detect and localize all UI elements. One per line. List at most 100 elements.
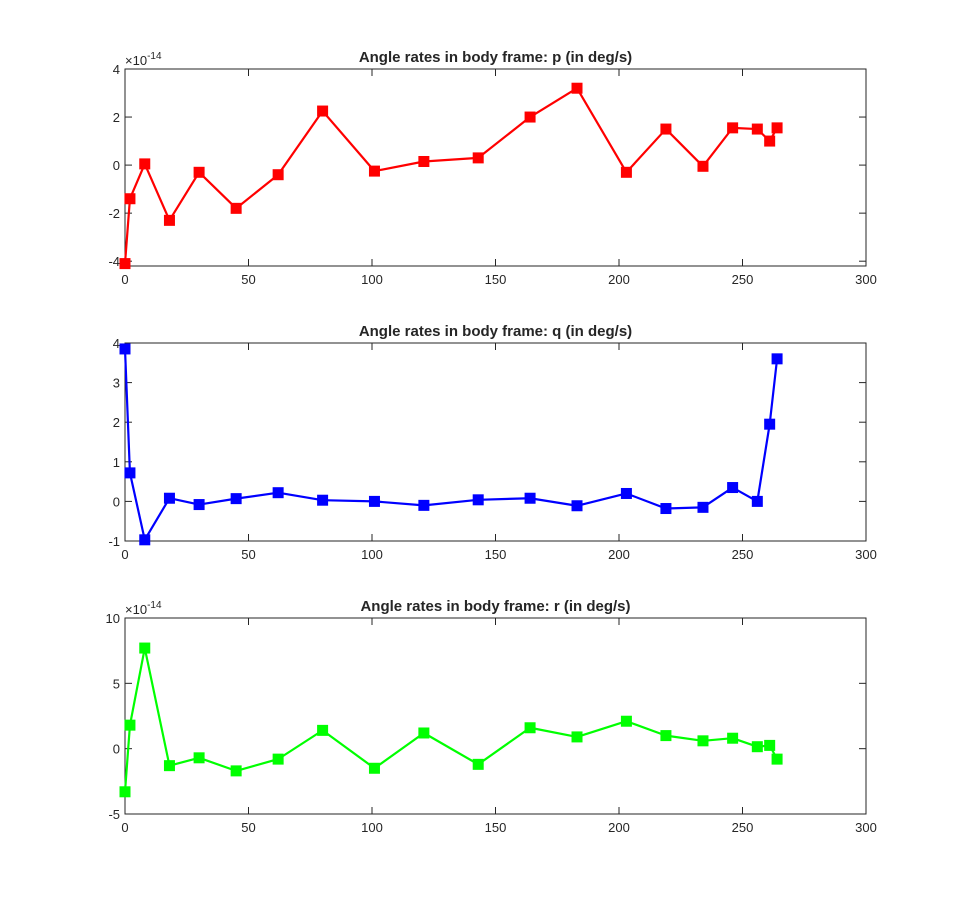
axes-box-r [124, 617, 867, 815]
data-point-p [620, 166, 632, 178]
data-point-p [771, 122, 783, 134]
data-point-r [571, 731, 583, 743]
y-tick-label-q: -1 [108, 534, 120, 549]
chart-title-q: Angle rates in body frame: q (in deg/s) [359, 323, 632, 340]
x-tick-label-r: 200 [608, 820, 630, 835]
exp-power-r: -14 [147, 600, 162, 611]
axes-box-q [124, 342, 867, 542]
data-point-r [139, 642, 151, 654]
x-tick-label-q: 250 [732, 547, 754, 562]
data-point-p [727, 122, 739, 134]
y-tick-label-r: 10 [106, 611, 120, 626]
data-point-p [751, 123, 763, 135]
data-point-q [751, 495, 763, 507]
data-point-p [660, 123, 672, 135]
data-point-p [317, 105, 329, 117]
data-point-r [317, 724, 329, 736]
x-tick-label-r: 150 [485, 820, 507, 835]
y-tick-label-q: 4 [113, 336, 120, 351]
data-point-q [472, 494, 484, 506]
data-point-q [771, 353, 783, 365]
x-tick-label-q: 100 [361, 547, 383, 562]
data-point-p [571, 82, 583, 94]
data-point-q [193, 499, 205, 511]
data-point-r [472, 758, 484, 770]
x-tick-label-p: 300 [855, 272, 877, 287]
x-tick-label-p: 0 [121, 272, 128, 287]
x-tick-label-r: 250 [732, 820, 754, 835]
x-tick-label-p: 100 [361, 272, 383, 287]
data-point-p [230, 202, 242, 214]
y-tick-label-r: -5 [108, 807, 120, 822]
data-point-q [727, 482, 739, 494]
data-point-p [272, 169, 284, 181]
data-point-r [272, 753, 284, 765]
data-point-q [524, 492, 536, 504]
subplot-r: Angle rates in body frame: r (in deg/s) 0… [106, 598, 877, 835]
y-tick-label-r: 0 [113, 742, 120, 757]
x-tick-label-r: 0 [121, 820, 128, 835]
data-point-q [764, 418, 776, 430]
data-point-p [139, 158, 151, 170]
data-point-r [524, 722, 536, 734]
x-tick-label-r: 300 [855, 820, 877, 835]
x-tick-label-q: 300 [855, 547, 877, 562]
data-point-p [163, 214, 175, 226]
data-point-q [230, 493, 242, 505]
subplot-q: Angle rates in body frame: q (in deg/s) 0… [108, 323, 876, 562]
data-point-q [697, 501, 709, 513]
y-tick-label-q: 1 [113, 455, 120, 470]
data-point-p [697, 160, 709, 172]
x-tick-label-q: 0 [121, 547, 128, 562]
x-tick-label-r: 50 [241, 820, 255, 835]
x-tick-label-p: 50 [241, 272, 255, 287]
data-point-q [571, 500, 583, 512]
data-point-q [317, 494, 329, 506]
axes-box-p [124, 68, 867, 267]
y-tick-label-p: 4 [113, 62, 120, 77]
exp-base-p: ×10 [125, 53, 147, 68]
y-exponent-label-r: ×10-14 [125, 600, 162, 617]
data-point-p [193, 166, 205, 178]
data-point-r [764, 739, 776, 751]
x-tick-label-q: 150 [485, 547, 507, 562]
data-point-p [764, 135, 776, 147]
series-line-p [123, 87, 779, 264]
data-point-q [163, 492, 175, 504]
data-point-r [193, 752, 205, 764]
data-point-p [418, 155, 430, 167]
data-point-p [524, 111, 536, 123]
data-point-r [418, 727, 430, 739]
y-tick-label-r: 5 [113, 676, 120, 691]
data-point-r [697, 735, 709, 747]
data-point-q [368, 495, 380, 507]
data-point-q [119, 343, 131, 355]
data-point-r [163, 760, 175, 772]
data-point-r [119, 786, 131, 798]
exp-power-p: -14 [147, 51, 162, 62]
x-tick-label-q: 200 [608, 547, 630, 562]
chart-title-r: Angle rates in body frame: r (in deg/s) [360, 598, 630, 615]
x-tick-label-p: 200 [608, 272, 630, 287]
data-point-r [230, 765, 242, 777]
data-point-r [620, 715, 632, 727]
data-point-r [751, 741, 763, 753]
x-tick-label-p: 150 [485, 272, 507, 287]
data-point-p [124, 193, 136, 205]
y-tick-label-p: 2 [113, 110, 120, 125]
y-tick-label-p: -2 [108, 206, 120, 221]
x-tick-label-r: 100 [361, 820, 383, 835]
data-point-q [139, 534, 151, 546]
y-tick-label-p: 0 [113, 158, 120, 173]
data-point-q [660, 503, 672, 515]
data-point-q [418, 499, 430, 511]
data-point-q [124, 467, 136, 479]
exp-base-r: ×10 [125, 602, 147, 617]
chart-title-p: Angle rates in body frame: p (in deg/s) [359, 49, 632, 66]
data-point-p [472, 152, 484, 164]
data-point-r [727, 732, 739, 744]
data-point-q [272, 487, 284, 499]
data-point-p [119, 258, 131, 270]
data-point-q [620, 487, 632, 499]
